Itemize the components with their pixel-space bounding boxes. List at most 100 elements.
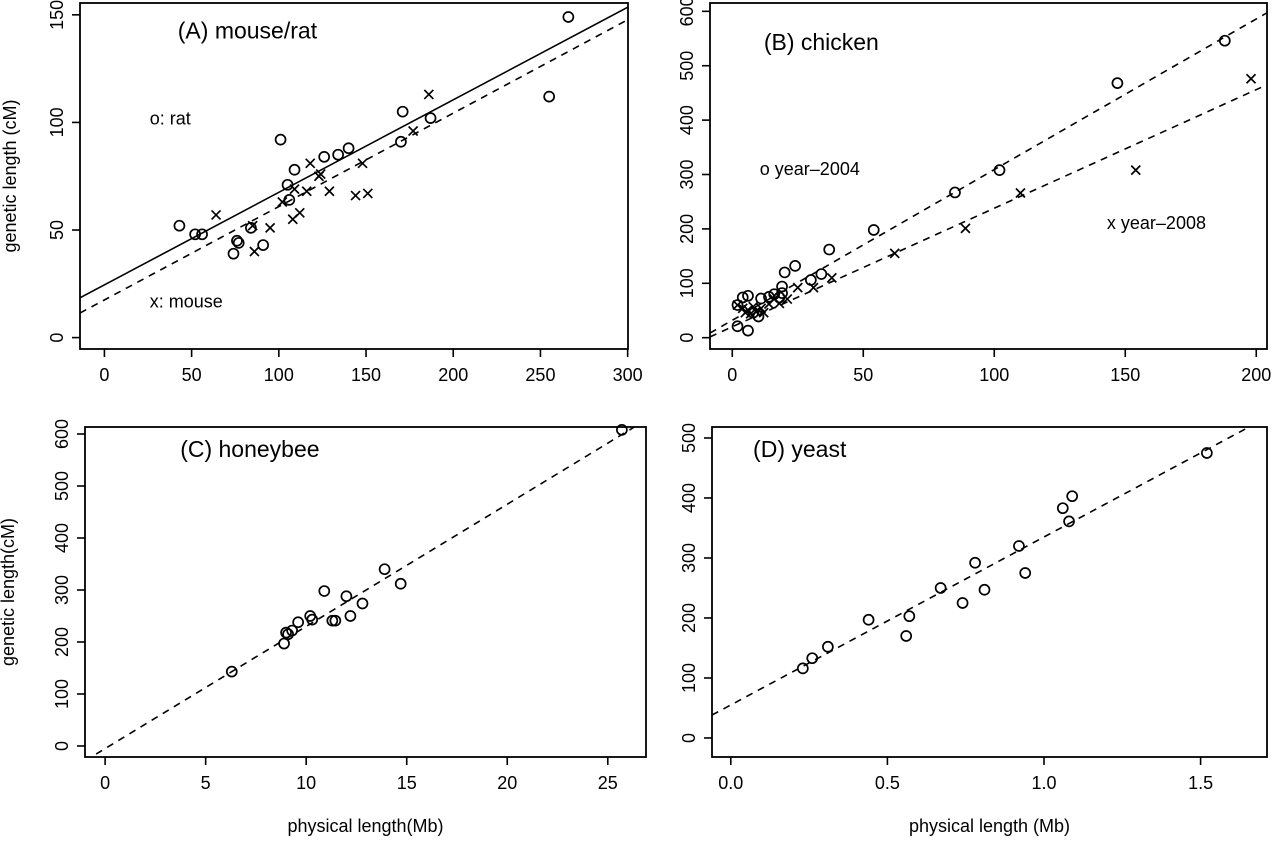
plot-frame: [79, 2, 629, 350]
fit-line-dashed: [710, 12, 1267, 334]
y-axis-label-A: genetic length (cM): [0, 99, 20, 252]
honeybee-point: [356, 597, 369, 610]
year-2008-point: [960, 223, 971, 234]
rat-point: [274, 133, 287, 146]
x-tick-label: 10: [296, 773, 316, 793]
series-year-2008: [732, 73, 1257, 319]
plot-frame: [711, 426, 1268, 758]
x-tick-label: 20: [497, 773, 517, 793]
x-tick-label: 0: [100, 773, 110, 793]
fit-line-dashed: [712, 427, 1251, 716]
honeybee-point: [329, 614, 342, 627]
mouse-point: [247, 220, 258, 231]
year-2004-point: [731, 320, 744, 333]
rat-point: [227, 247, 240, 260]
y-axis: 0 50 100 150: [47, 0, 80, 343]
y-tick-label: 0: [47, 333, 67, 343]
legend-label-B-1: x year–2008: [1107, 213, 1206, 233]
year-2004-point: [731, 299, 744, 311]
mouse-point: [301, 186, 312, 197]
x-tick-label: 300: [613, 365, 643, 385]
y-tick-label: 0: [677, 333, 697, 343]
legend-label-B-0: o year–2004: [760, 159, 860, 179]
rat-point: [562, 11, 575, 23]
yeast-point: [934, 582, 947, 594]
rat-point: [342, 142, 355, 155]
y-tick-label: 100: [679, 663, 699, 693]
x-tick-label: 25: [598, 773, 618, 793]
mouse-point: [350, 190, 361, 201]
x-tick-label: 200: [1241, 365, 1271, 385]
year-2004-point: [742, 324, 754, 337]
year-2008-point: [1130, 165, 1141, 176]
y-tick-label: 100: [677, 268, 697, 298]
year-2008-point: [758, 307, 769, 318]
y-axis: 0 100 200 300 400 500 600: [677, 0, 710, 343]
yeast-point: [978, 583, 991, 596]
rat-point: [231, 234, 243, 247]
honeybee-point: [278, 637, 290, 650]
mouse-point: [408, 125, 419, 137]
honeybee-point: [616, 424, 628, 436]
x-axis: 0.0 0.5 1.0 1.5: [718, 757, 1213, 793]
x-axis: 0 50 100 150 200: [727, 349, 1271, 385]
year-2004-point: [736, 291, 749, 304]
year-2008-point: [826, 272, 837, 283]
yeast-point: [822, 640, 834, 653]
panel-title-D: (D) yeast: [753, 436, 847, 462]
year-2008-point: [889, 248, 900, 259]
year-2004-point: [993, 164, 1006, 177]
year-2008-point: [774, 298, 785, 309]
plot-frame: [84, 426, 647, 758]
year-2004-point: [1111, 77, 1124, 89]
y-tick-label: 100: [47, 107, 67, 137]
mouse-point: [423, 89, 434, 100]
y-tick-label: 400: [52, 523, 72, 553]
honeybee-point: [292, 616, 304, 629]
rat-point: [173, 219, 186, 232]
x-tick-label: 0: [99, 365, 109, 385]
year-2008-point: [808, 282, 819, 293]
mouse-point: [315, 168, 326, 180]
mouse-point: [294, 207, 305, 218]
y-tick-label: 400: [677, 105, 697, 135]
mouse-point: [324, 186, 335, 197]
x-tick-label: 200: [438, 365, 468, 385]
mouse-point: [277, 196, 288, 208]
honeybee-point: [225, 665, 238, 678]
yeast-point: [903, 610, 916, 623]
panel-D: 0.0 0.5 1.0 1.5 0 100 200 300 400 500 (D) yeast phy…: [679, 423, 1268, 836]
x-axis-label-D: physical length (Mb): [909, 816, 1070, 836]
x-tick-label: 50: [853, 365, 873, 385]
panel-title-B: (B) chicken: [764, 29, 879, 55]
mouse-point: [265, 222, 276, 233]
year-2008-point: [782, 293, 793, 305]
year-2008-point: [792, 282, 803, 293]
yeast-point: [1201, 447, 1213, 459]
yeast-point: [956, 597, 969, 609]
rat-point: [257, 239, 269, 251]
y-tick-label: 0: [52, 741, 72, 751]
y-tick-label: 50: [47, 220, 67, 240]
series-yeast: [796, 447, 1213, 675]
y-axis-label-C: genetic length(cM): [0, 518, 18, 666]
y-axis: 0 100 200 300 400 500 600: [52, 419, 85, 751]
mouse-point: [289, 184, 300, 195]
y-tick-label: 500: [677, 51, 697, 81]
x-tick-label: 100: [979, 365, 1009, 385]
yeast-point: [1013, 540, 1025, 552]
fit-line-dashed: [710, 84, 1267, 338]
x-tick-label: 0.5: [875, 773, 900, 793]
series-year-2004: [731, 34, 1231, 337]
year-2004-point: [815, 268, 828, 280]
year-2004-point: [1218, 34, 1231, 47]
mouse-point: [210, 209, 222, 221]
year-2008-point: [1245, 73, 1257, 84]
x-tick-label: 1.0: [1031, 773, 1056, 793]
year-2004-point: [776, 287, 788, 299]
series-honeybee: [225, 424, 628, 678]
y-tick-label: 150: [47, 0, 67, 30]
y-tick-label: 500: [679, 423, 699, 453]
x-axis: 0 50 100 150 200 250 300: [99, 349, 643, 385]
